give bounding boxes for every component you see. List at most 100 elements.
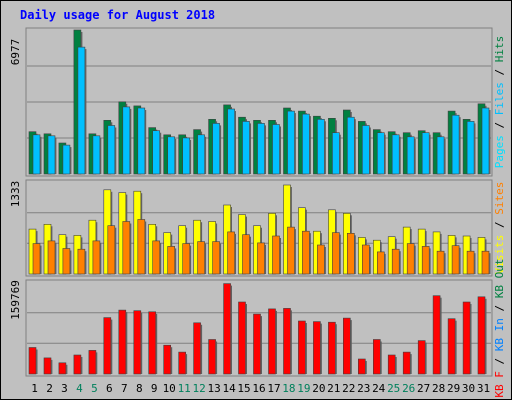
bar-shade	[339, 134, 341, 174]
bar-shade	[335, 324, 337, 374]
x-tick-label: 26	[402, 382, 415, 395]
bar-hits-files-pages-files-23	[361, 125, 370, 175]
bar-hits-files-pages-files-14	[227, 108, 235, 175]
bar-hits-files-pages-files-2	[47, 135, 56, 175]
legend-separator: /	[493, 62, 506, 82]
bar-visits-sites-sites-29	[451, 245, 460, 275]
bar-shade	[429, 248, 431, 274]
x-tick-label: 31	[477, 382, 490, 395]
bar-shade	[129, 108, 132, 174]
bar-shade	[170, 347, 173, 374]
bar-shade	[354, 119, 356, 174]
bar-hits-files-pages-files-22	[346, 116, 355, 175]
bar-shade	[474, 123, 476, 174]
bar-hits-files-pages-files-4	[77, 46, 86, 175]
bar-shade	[260, 316, 262, 374]
bar-hits-files-pages-files-12	[197, 134, 205, 175]
bar-shade	[489, 253, 491, 274]
bar-shade	[444, 138, 446, 174]
bar-shade	[320, 323, 322, 374]
bar-kbytes-kb-f-23	[357, 358, 366, 375]
bar-shade	[234, 111, 236, 174]
x-tick-label: 7	[121, 382, 128, 395]
bar-shade	[69, 250, 72, 274]
bar-hits-files-pages-files-18	[287, 110, 295, 175]
bar-shade	[279, 238, 281, 274]
x-axis-ticks: 1 2 3 4 5 6 7 8 9 10 11 12 13 14 15 16 17 18 19 20 21 22 23 24 2…	[31, 382, 490, 395]
bar-visits-sites-sites-23	[361, 244, 370, 275]
bar-hits-files-pages-files-28	[436, 136, 445, 175]
bar-kbytes-kb-f-12	[193, 322, 201, 375]
bar-visits-sites-sites-21	[332, 232, 340, 275]
bar-shade	[159, 132, 162, 174]
bar-hits-files-pages-files-27	[421, 132, 430, 175]
legend-text: Visits / Sites	[493, 182, 506, 275]
bar-shade	[219, 243, 222, 274]
bar-shade	[99, 242, 102, 274]
bar-shade	[189, 139, 192, 174]
bar-visits-sites-sites-30	[466, 250, 475, 275]
bar-shade	[425, 342, 427, 374]
legend-item-kb-in: KB In	[493, 318, 506, 351]
bar-shade	[380, 341, 382, 374]
x-tick-label: 4	[76, 382, 83, 395]
bar-hits-files-pages-files-13	[212, 123, 220, 175]
bar-visits-sites-sites-27	[421, 246, 430, 275]
bar-shade	[50, 359, 53, 374]
bar-shade	[144, 221, 147, 274]
bar-kbytes-kb-f-4	[73, 354, 82, 375]
bar-hits-files-pages-files-24	[376, 132, 385, 175]
bar-shade	[155, 313, 158, 374]
bar-hits-files-pages-files-5	[92, 135, 101, 175]
legend-separator: /	[493, 298, 506, 318]
bar-shade	[245, 304, 247, 374]
bar-hits-files-pages-files-21	[332, 132, 340, 175]
bar-visits-sites-sites-11	[182, 243, 190, 275]
bar-visits-sites-sites-2	[47, 240, 56, 275]
bar-shade	[204, 136, 207, 174]
bar-kbytes-kb-f-21	[328, 321, 336, 375]
bar-shade	[440, 297, 442, 374]
bar-shade	[354, 235, 356, 274]
bar-shade	[110, 319, 113, 374]
bar-hits-files-pages-files-1	[32, 134, 41, 175]
legend-text: Pages / Files / Hits	[493, 36, 506, 169]
bar-visits-sites-sites-15	[242, 234, 250, 275]
bar-shade	[474, 253, 476, 274]
bar-shade	[459, 117, 461, 174]
bar-kbytes-kb-f-17	[268, 308, 276, 375]
bar-shade	[459, 247, 461, 274]
bar-shade	[444, 253, 446, 274]
bar-kbytes-kb-f-31	[477, 296, 486, 375]
bar-hits-files-pages-files-31	[481, 107, 490, 175]
legend-separator: /	[493, 115, 506, 135]
bar-visits-sites-sites-10	[167, 246, 175, 275]
bar-visits-sites-sites-20	[317, 244, 325, 275]
x-tick-label: 12	[192, 382, 205, 395]
bar-visits-sites-sites-5	[92, 240, 101, 275]
bar-shade	[80, 357, 83, 374]
bar-visits-sites-sites-6	[107, 225, 116, 275]
x-tick-label: 10	[163, 382, 176, 395]
bar-shade	[339, 234, 341, 274]
bar-shade	[174, 138, 177, 174]
bar-kbytes-kb-f-8	[133, 310, 142, 375]
bar-hits-files-pages-files-29	[451, 114, 460, 175]
bar-shade	[84, 251, 87, 274]
bar-visits-sites-sites-18	[287, 226, 295, 275]
x-tick-label: 9	[151, 382, 158, 395]
bar-visits-sites-sites-7	[122, 221, 131, 275]
bar-kbytes-kb-f-28	[432, 295, 441, 375]
bar-shade	[40, 136, 42, 174]
bar-visits-sites-sites-28	[436, 250, 445, 275]
bar-shade	[470, 304, 472, 374]
legend-text: KB F / KB In / KB Out	[493, 258, 506, 397]
bar-visits-sites-sites-24	[376, 251, 385, 275]
bar-shade	[36, 349, 38, 374]
x-tick-label: 24	[372, 382, 386, 395]
bar-kbytes-kb-f-9	[148, 311, 156, 375]
bar-kbytes-kb-f-13	[208, 339, 216, 375]
bar-kbytes-kb-f-7	[118, 309, 127, 375]
legend-hits-files-pages: Pages / Files / Hits	[493, 36, 506, 169]
bar-shade	[309, 233, 311, 274]
